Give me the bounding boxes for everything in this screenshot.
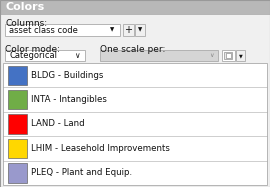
Bar xyxy=(100,50,218,61)
Bar xyxy=(8,139,27,158)
Bar xyxy=(135,24,145,36)
Text: LAND - Land: LAND - Land xyxy=(31,119,85,128)
Bar xyxy=(5,24,120,36)
Text: Colors: Colors xyxy=(5,2,44,12)
Text: PLEQ - Plant and Equip.: PLEQ - Plant and Equip. xyxy=(31,168,133,177)
Text: asset class code: asset class code xyxy=(9,25,78,34)
Bar xyxy=(5,50,85,61)
Bar xyxy=(123,24,134,36)
Bar xyxy=(0,0,270,14)
Text: Color mode:: Color mode: xyxy=(5,45,60,53)
Bar xyxy=(224,52,232,59)
Text: One scale per:: One scale per: xyxy=(100,45,165,53)
Text: ▼: ▼ xyxy=(138,27,142,33)
Text: ∨: ∨ xyxy=(210,53,214,58)
Bar xyxy=(8,163,27,183)
Text: INTA - Intangibles: INTA - Intangibles xyxy=(31,95,107,104)
Text: ▼: ▼ xyxy=(110,27,114,33)
Text: ∨: ∨ xyxy=(74,51,80,60)
Text: ▼: ▼ xyxy=(239,53,242,58)
Text: Columns:: Columns: xyxy=(5,19,47,27)
Bar xyxy=(222,50,235,61)
Bar xyxy=(8,90,27,109)
Bar xyxy=(225,53,231,57)
Text: LHIM - Leasehold Improvements: LHIM - Leasehold Improvements xyxy=(31,144,170,153)
Bar xyxy=(8,65,27,85)
Text: Categorical: Categorical xyxy=(9,51,57,60)
Text: BLDG - Buildings: BLDG - Buildings xyxy=(31,71,104,80)
Bar xyxy=(3,63,267,185)
Bar xyxy=(8,114,27,134)
Bar xyxy=(236,50,245,61)
Text: +: + xyxy=(124,25,133,35)
